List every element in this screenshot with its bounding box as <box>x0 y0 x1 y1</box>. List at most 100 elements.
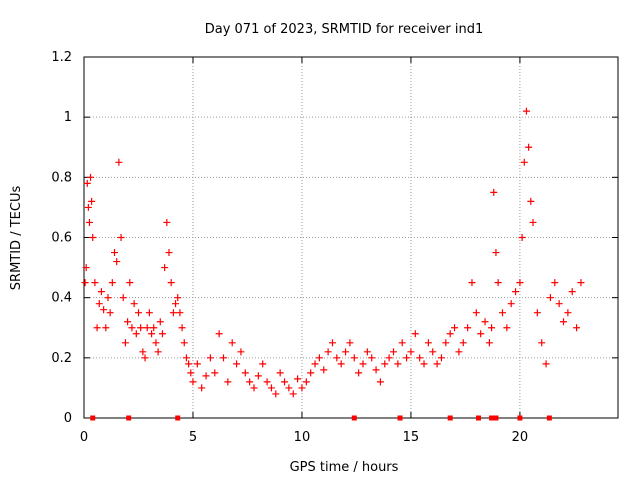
data-point <box>250 384 258 392</box>
data-point <box>394 360 402 368</box>
data-point <box>424 339 432 347</box>
data-point <box>542 360 550 368</box>
data-point <box>298 384 306 392</box>
data-point <box>211 369 219 377</box>
data-point <box>516 279 524 287</box>
baseline-marker <box>489 415 495 421</box>
data-point <box>145 309 153 317</box>
data-point <box>492 249 500 257</box>
data-point <box>451 324 459 332</box>
x-tick-label: 0 <box>80 430 88 445</box>
data-point <box>477 330 485 338</box>
data-point <box>97 288 105 296</box>
data-point <box>472 309 480 317</box>
data-point <box>416 354 424 362</box>
data-point <box>525 143 533 151</box>
chart-title: Day 071 of 2023, SRMTID for receiver ind… <box>205 22 484 37</box>
data-point <box>193 360 201 368</box>
x-axis-label: GPS time / hours <box>290 460 399 475</box>
data-point <box>158 330 166 338</box>
data-point <box>134 309 142 317</box>
data-point <box>113 258 121 266</box>
data-point <box>84 203 92 211</box>
y-tick-label: 0.8 <box>51 170 72 185</box>
data-point <box>307 369 315 377</box>
data-point <box>154 348 162 356</box>
data-point <box>198 384 206 392</box>
data-point <box>411 330 419 338</box>
data-point <box>126 279 134 287</box>
data-point <box>429 348 437 356</box>
data-point <box>82 264 90 272</box>
data-point <box>385 354 393 362</box>
baseline-marker <box>546 415 552 421</box>
data-point <box>333 354 341 362</box>
data-point <box>156 318 164 326</box>
grid <box>84 57 618 418</box>
data-point <box>178 324 186 332</box>
data-point <box>106 309 114 317</box>
data-point <box>104 294 112 302</box>
data-point <box>83 179 91 187</box>
data-point <box>573 324 581 332</box>
data-point <box>407 348 415 356</box>
data-point <box>503 324 511 332</box>
data-point <box>128 324 136 332</box>
data-point <box>494 279 502 287</box>
data-point <box>507 300 515 308</box>
data-point <box>111 249 119 257</box>
data-point <box>121 339 129 347</box>
data-point <box>219 354 227 362</box>
data-point <box>560 318 568 326</box>
x-tick-label: 5 <box>189 430 197 445</box>
data-point <box>433 360 441 368</box>
data-point <box>381 360 389 368</box>
data-point <box>202 372 210 380</box>
data-point <box>167 279 175 287</box>
data-point <box>372 366 380 374</box>
data-point <box>117 234 125 241</box>
data-point <box>294 375 302 383</box>
data-point <box>490 188 498 196</box>
data-point <box>88 197 96 205</box>
x-tick-label: 20 <box>512 430 529 445</box>
data-point <box>174 294 182 302</box>
data-point <box>368 354 376 362</box>
data-point <box>224 378 232 386</box>
data-point <box>148 330 156 338</box>
data-point <box>259 360 267 368</box>
data-point <box>311 360 319 368</box>
data-point <box>91 279 99 287</box>
data-point <box>468 279 476 287</box>
baseline-marker <box>447 415 453 421</box>
data-point <box>119 294 127 302</box>
data-point <box>546 294 554 302</box>
y-tick-label: 1.2 <box>51 50 72 65</box>
data-point <box>437 354 445 362</box>
data-point <box>176 309 184 317</box>
data-point <box>85 218 93 226</box>
y-tick-label: 0 <box>64 411 72 426</box>
baseline-marker <box>175 415 181 421</box>
baseline-marker <box>351 415 357 421</box>
data-point <box>538 339 546 347</box>
data-point <box>172 300 180 308</box>
data-point <box>185 360 193 368</box>
axis-ticks: 0 5 10 15 20 0 0.2 0.4 0.6 0.8 1 1.2 <box>51 50 618 445</box>
data-point <box>281 378 289 386</box>
data-point <box>161 264 169 272</box>
data-point <box>529 218 537 226</box>
data-point <box>263 378 271 386</box>
data-point <box>442 339 450 347</box>
y-tick-label: 0.2 <box>51 351 72 366</box>
data-point <box>285 384 293 392</box>
baseline-markers <box>90 415 552 421</box>
data-point <box>130 300 138 308</box>
data-point <box>564 309 572 317</box>
baseline-marker <box>397 415 403 421</box>
data-point <box>165 249 173 257</box>
data-point <box>141 354 149 362</box>
data-point <box>324 348 332 356</box>
data-point <box>267 384 275 392</box>
